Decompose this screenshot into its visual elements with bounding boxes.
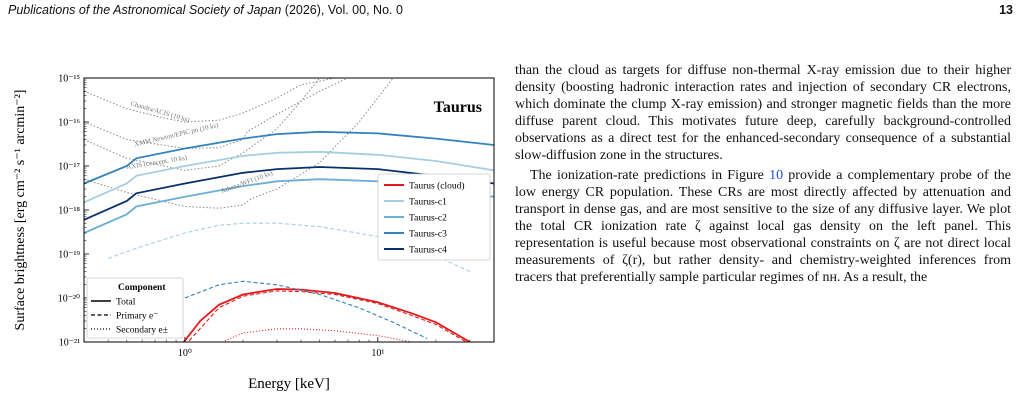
y-tick-label: 10⁻¹⁸ [58,206,80,217]
series-legend-box [377,173,491,261]
chart-title: Taurus [434,99,482,116]
chart: 10⁻²¹ 10⁻²⁰ 10⁻¹⁹ 10⁻¹⁸ 10⁻¹⁷ 10⁻¹⁶ 10⁻¹⁵ 10⁰ 10… [13,74,495,392]
sensitivity-curve-athena-wfi-10-ks [84,78,394,209]
legend-label-c3: Taurus-c3 [409,230,447,240]
sensitivity-label-chandra-acis-10-ks: Chandra/ACIS (10 ks) [130,100,191,124]
component-label-total: Total [116,298,136,308]
component-legend-title: Component [118,283,166,293]
component-label-secondary: Secondary e± [116,326,168,336]
page-number: 13 [999,3,1013,17]
journal-title: Publications of the Astronomical Society… [8,3,403,17]
x-tick-label: 10¹ [371,348,384,359]
x-axis-label: Energy [keV] [248,376,330,392]
figure-panel: 10⁻²¹ 10⁻²⁰ 10⁻¹⁹ 10⁻¹⁸ 10⁻¹⁷ 10⁻¹⁶ 10⁻¹⁵ 10⁰ 10… [0,60,506,406]
y-tick-label: 10⁻¹⁵ [58,74,80,85]
volume-info: (2026), Vol. 00, No. 0 [281,3,403,17]
y-tick-label: 10⁻¹⁹ [58,250,80,261]
y-tick-label: 10⁻¹⁷ [58,162,80,173]
sensitivity-curve-axis-concept-10-ks [84,78,321,171]
page-header: Publications of the Astronomical Society… [8,3,1013,23]
sensitivity-curve-xmm-newton-epic-pn-10-ks [84,78,349,150]
y-tick-label: 10⁻²¹ [59,338,80,349]
y-axis-label: Surface brightness [erg cm⁻² s⁻¹ arcmin⁻… [13,90,28,331]
y-tick-label: 10⁻¹⁶ [58,118,80,129]
figure-reference-link[interactable]: 10 [769,167,784,183]
series-taurus-c3-total [84,130,494,185]
series-taurus-cloud-secondary-e [221,328,414,342]
series-taurus-cloud-total [182,288,471,342]
x-tick-label: 10⁰ [178,348,192,359]
plot-frame [83,77,495,343]
legend-label-c1: Taurus-c1 [409,198,447,208]
component-label-primary: Primary e⁻ [116,312,158,322]
legend-label-c4: Taurus-c4 [409,246,447,256]
sensitivity-curve-chandra-acis-10-ks [84,78,336,123]
component-legend-box [86,277,184,339]
legend-label-c2: Taurus-c2 [409,214,447,224]
legend-label-cloud: Taurus (cloud) [409,181,465,192]
paragraph-1: than the cloud as targets for diffuse no… [515,63,1011,164]
series-taurus-c4-total [84,166,494,221]
paragraph-2: The ionization-rate predictions in Figur… [515,167,1012,286]
series-taurus-c3-primary-e [184,280,428,339]
series-taurus-c1-total [84,150,494,204]
component-legend: Component Total Primary e⁻ Secondary e± [86,277,184,339]
series-legend: Taurus (cloud) Taurus-c1 Taurus-c2 Tauru… [377,173,491,261]
series-taurus-cloud-primary-e [187,290,468,342]
body-text: than the cloud as targets for diffuse no… [515,62,1011,286]
y-tick-label: 10⁻²⁰ [58,294,80,305]
